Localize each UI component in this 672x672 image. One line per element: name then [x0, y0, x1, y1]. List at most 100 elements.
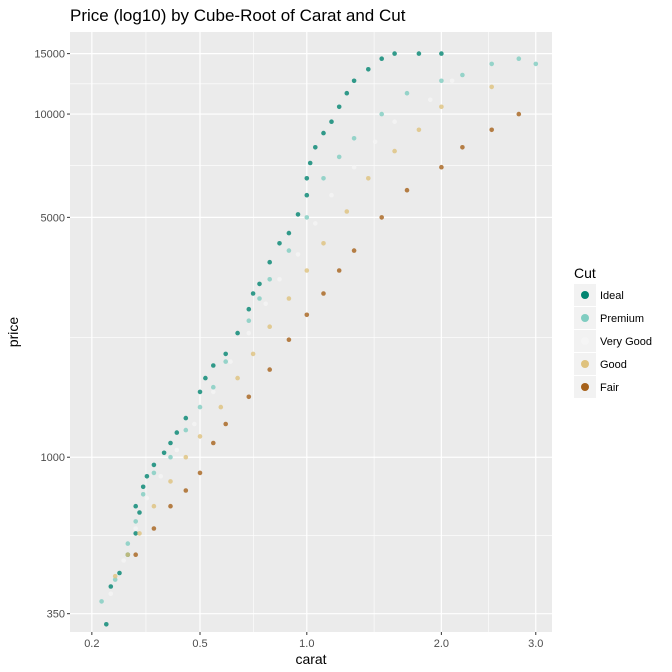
data-point [246, 330, 252, 336]
data-point [313, 221, 318, 226]
data-points [99, 51, 539, 627]
data-point [295, 252, 301, 257]
y-tick-label: 350 [47, 609, 65, 621]
data-point [439, 104, 444, 110]
data-point [161, 450, 167, 456]
legend-label: Ideal [600, 290, 624, 302]
data-point [112, 573, 118, 579]
data-point [183, 454, 189, 460]
data-point [304, 215, 310, 220]
data-point [211, 384, 216, 390]
data-point [140, 492, 146, 497]
data-point [151, 503, 157, 509]
data-point [379, 56, 385, 61]
data-point [286, 337, 292, 343]
data-point [133, 531, 138, 536]
data-point [351, 248, 357, 253]
data-point [416, 51, 422, 56]
data-point [246, 306, 252, 312]
legend-swatch [581, 291, 589, 299]
data-point [197, 389, 203, 395]
data-point [133, 503, 138, 509]
data-point [104, 622, 109, 627]
data-point [460, 72, 465, 78]
x-axis-title: carat [295, 651, 326, 667]
data-point [267, 324, 273, 330]
data-point [489, 61, 495, 67]
data-point [267, 277, 273, 282]
data-point [250, 351, 256, 357]
data-point [404, 90, 410, 96]
data-point [174, 430, 180, 435]
data-point [366, 176, 371, 181]
y-axis-ticks: 350 1000 5000 10000 15000 [34, 49, 70, 621]
legend-swatch [581, 337, 589, 345]
data-point [168, 454, 173, 460]
data-point [223, 351, 228, 357]
data-point [329, 119, 334, 124]
data-point [379, 215, 385, 220]
data-point [533, 61, 539, 67]
data-point [183, 488, 189, 493]
data-point [286, 230, 292, 236]
data-point [489, 127, 495, 133]
data-point [304, 268, 310, 273]
x-axis-ticks: 0.2 0.5 1.0 2.0 3.0 [84, 632, 543, 650]
data-point [321, 176, 326, 181]
data-point [211, 363, 216, 368]
data-point [125, 541, 131, 546]
data-point [489, 84, 495, 90]
data-point [137, 510, 142, 515]
data-point [151, 470, 157, 476]
data-point [144, 495, 150, 501]
data-point [151, 526, 157, 531]
data-point [117, 570, 122, 576]
data-point [449, 78, 455, 84]
data-point [133, 526, 138, 531]
data-point [246, 394, 252, 400]
legend-label: Good [600, 359, 627, 371]
data-point [439, 164, 444, 170]
data-point [304, 192, 310, 198]
data-point [168, 479, 173, 484]
data-point [460, 145, 465, 150]
data-point [336, 104, 342, 110]
y-tick-label: 1000 [41, 452, 65, 464]
data-point [392, 148, 397, 154]
data-point [168, 503, 173, 509]
legend-entries: Ideal Premium Very Good Good Fair [574, 284, 652, 398]
legend-swatch [581, 383, 589, 391]
legend-label: Fair [600, 382, 619, 394]
data-point [140, 484, 146, 490]
data-point [263, 301, 269, 307]
data-point [277, 241, 282, 246]
legend-label: Very Good [600, 336, 652, 348]
data-point [321, 241, 326, 246]
data-point [277, 277, 282, 282]
data-point [133, 552, 138, 557]
data-point [125, 552, 131, 557]
data-point [336, 154, 342, 160]
data-point [112, 577, 118, 582]
data-point [321, 130, 326, 136]
y-tick-label: 10000 [34, 109, 65, 121]
data-point [108, 584, 114, 589]
y-tick-label: 15000 [34, 49, 65, 61]
data-point [307, 160, 313, 166]
data-point [351, 78, 357, 84]
data-point [235, 375, 240, 381]
x-tick-label: 3.0 [528, 638, 543, 650]
legend-title: Cut [574, 265, 596, 281]
x-tick-label: 2.0 [434, 638, 449, 650]
data-point [257, 296, 262, 301]
data-point [351, 136, 357, 141]
data-point [404, 187, 410, 193]
data-point [295, 212, 301, 217]
data-point [439, 51, 444, 56]
data-point [267, 259, 273, 265]
data-point [344, 90, 350, 96]
data-point [235, 330, 240, 336]
data-point [192, 421, 197, 427]
data-point [174, 447, 180, 453]
y-tick-label: 5000 [41, 212, 65, 224]
